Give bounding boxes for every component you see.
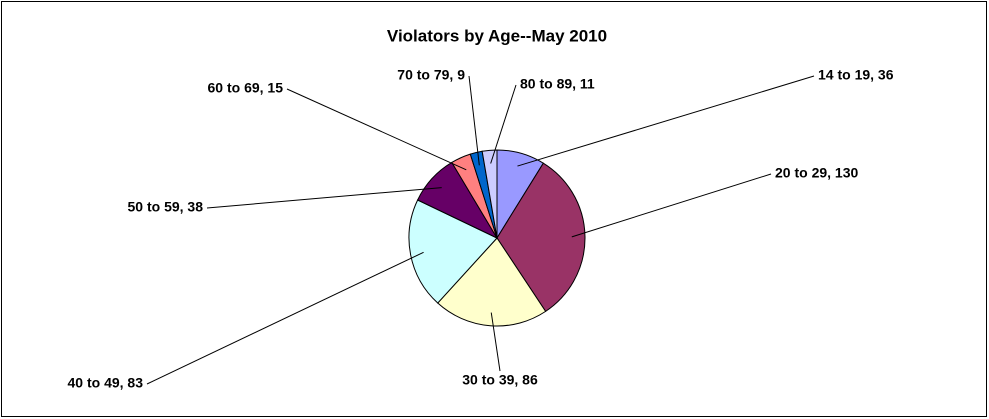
data-label: 14 to 19, 36 [818, 67, 894, 83]
data-label: 20 to 29, 130 [775, 165, 858, 181]
leader-line [517, 75, 815, 167]
leader-line [146, 251, 424, 385]
pie-slice [481, 149, 498, 239]
data-label: 40 to 49, 83 [68, 375, 144, 391]
leader-line [206, 187, 442, 209]
leader-line [468, 75, 480, 166]
data-label: 60 to 69, 15 [208, 80, 284, 96]
data-label: 70 to 79, 9 [397, 67, 465, 83]
data-label: 30 to 39, 86 [462, 372, 538, 388]
pie-slice [496, 162, 586, 313]
leader-line [571, 173, 772, 238]
pie-slice [408, 199, 498, 304]
leader-line [490, 84, 517, 164]
chart-title: Violators by Age--May 2010 [387, 26, 607, 45]
leader-line [490, 312, 501, 372]
data-label: 50 to 59, 38 [128, 199, 204, 215]
data-label: 80 to 89, 11 [520, 76, 595, 92]
pie-slice [437, 237, 547, 327]
leader-line [286, 88, 467, 171]
